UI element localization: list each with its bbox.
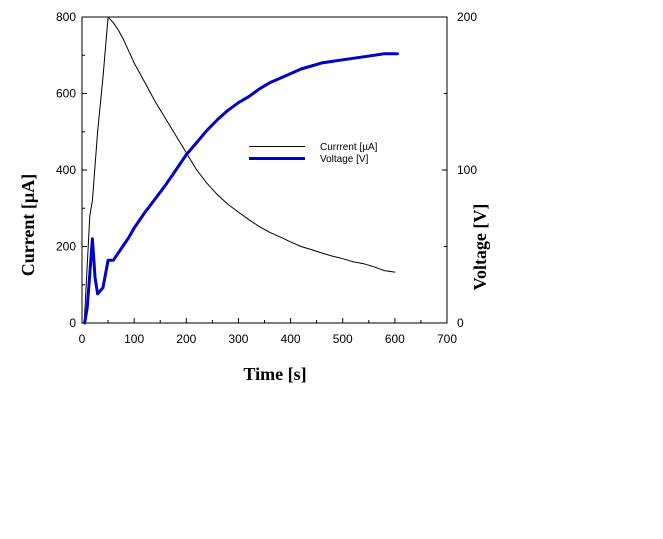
y-right-axis-title: Voltage [V] [470,204,490,291]
x-tick-label: 700 [437,332,457,346]
x-tick-label: 100 [124,332,144,346]
x-tick-label: 300 [228,332,248,346]
legend-current-label: Currrent [µA] [320,142,378,153]
voltage-series-line [83,52,399,325]
y-left-axis-title: Current [µA] [18,174,38,277]
x-tick-label: 400 [281,332,301,346]
legend-voltage-label: Voltage [V] [320,154,369,165]
current-series-line [84,16,396,316]
y-right-tick-label: 200 [457,10,477,24]
y-left-axis-ticks: 0 200 400 600 800 [56,10,87,330]
y-right-tick-label: 100 [457,163,477,177]
y-left-tick-label: 600 [56,87,76,101]
y-left-tick-label: 200 [56,240,76,254]
x-tick-label: 500 [333,332,353,346]
x-tick-label: 0 [79,332,86,346]
x-tick-label: 200 [176,332,196,346]
x-tick-label: 600 [385,332,405,346]
x-axis-title: Time [s] [243,364,306,384]
plot-area [81,16,448,324]
y-right-axis-ticks: 0 100 200 [442,10,477,330]
y-right-tick-label: 0 [457,316,464,330]
y-left-tick-label: 0 [69,316,76,330]
x-axis-ticks: 0 100 200 300 400 500 600 700 [79,318,457,346]
plot-border [81,16,448,324]
series-layer [83,16,399,325]
legend: Currrent [µA] Voltage [V] [249,142,378,165]
y-left-tick-label: 800 [56,10,76,24]
y-left-tick-label: 400 [56,163,76,177]
